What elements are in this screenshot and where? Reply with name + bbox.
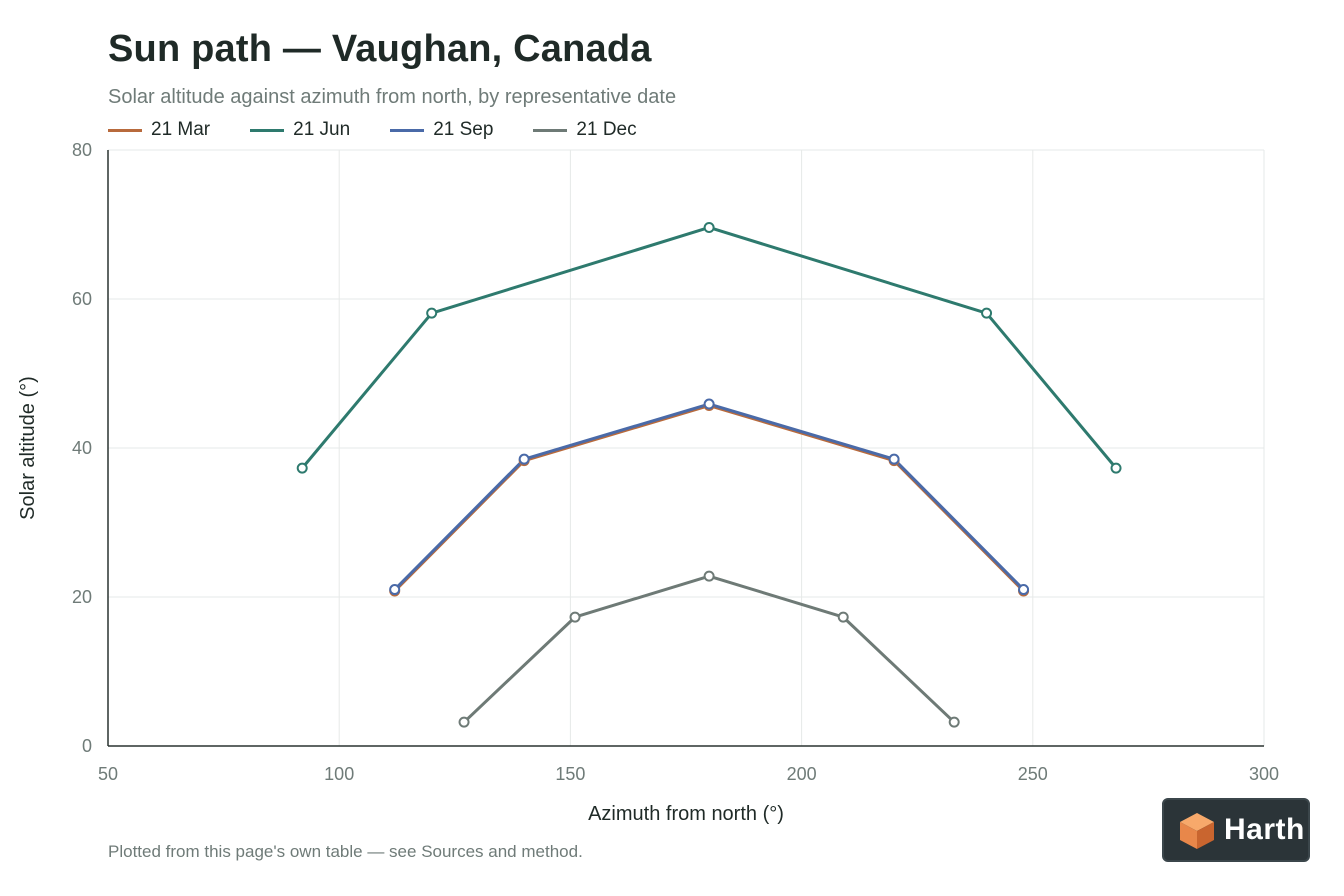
data-point-21-dec — [703, 570, 715, 582]
series-line-21-mar — [393, 404, 1026, 593]
footnote: Plotted from this page's own table — see… — [108, 842, 583, 861]
legend-swatch — [390, 128, 425, 132]
x-tick-label: 200 — [787, 764, 817, 784]
chart-title: Sun path — Vaughan, Canada — [108, 28, 652, 70]
data-point-21-dec — [569, 611, 581, 623]
data-point-21-dec — [837, 611, 849, 623]
y-axis-label: Solar altitude (°) — [17, 376, 39, 520]
series-line-21-dec — [462, 574, 956, 724]
x-tick-label: 250 — [1018, 764, 1048, 784]
x-axis-label: Azimuth from north (°) — [588, 803, 784, 825]
x-tick-label: 100 — [324, 764, 354, 784]
legend-label: 21 Dec — [576, 119, 637, 140]
legend-item-21-mar: 21 Mar — [108, 119, 210, 141]
y-tick-label: 20 — [72, 587, 92, 607]
data-point-21-sep — [518, 453, 530, 465]
y-tick-label: 80 — [72, 140, 92, 160]
data-point-21-jun — [703, 221, 715, 233]
data-point-21-dec — [948, 716, 960, 728]
legend-label: 21 Sep — [433, 119, 494, 140]
y-tick-label: 0 — [82, 736, 92, 756]
series-line-21-jun — [300, 225, 1118, 470]
y-tick-label: 60 — [72, 289, 92, 309]
legend-swatch — [250, 128, 285, 132]
legend-swatch — [108, 128, 142, 132]
data-point-21-jun — [426, 307, 438, 319]
chart-subtitle: Solar altitude against azimuth from nort… — [108, 86, 677, 108]
legend-label: 21 Jun — [293, 119, 351, 140]
data-point-21-dec — [458, 716, 470, 728]
brand-name: Harth — [1224, 813, 1305, 846]
legend-swatch — [533, 128, 568, 132]
data-point-21-sep — [389, 584, 401, 596]
legend-label: 21 Mar — [151, 119, 211, 140]
data-point-21-sep — [703, 398, 715, 410]
chart-legend: 21 Mar 21 Jun 21 Sep 21 Dec — [108, 119, 637, 141]
brand-badge[interactable]: Harth — [1162, 798, 1310, 862]
x-tick-label: 50 — [98, 764, 118, 784]
data-point-21-sep — [1018, 584, 1030, 596]
x-tick-label: 150 — [555, 764, 585, 784]
isometric-cube-icon — [1180, 813, 1214, 849]
data-point-21-jun — [296, 462, 308, 474]
legend-item-21-jun: 21 Jun — [250, 119, 350, 141]
legend-item-21-sep: 21 Sep — [390, 119, 493, 141]
data-point-21-jun — [1110, 462, 1122, 474]
data-point-21-sep — [888, 453, 900, 465]
x-tick-label: 300 — [1249, 764, 1279, 784]
legend-item-21-dec: 21 Dec — [533, 119, 637, 141]
y-tick-label: 40 — [72, 438, 92, 458]
data-point-21-jun — [981, 307, 993, 319]
